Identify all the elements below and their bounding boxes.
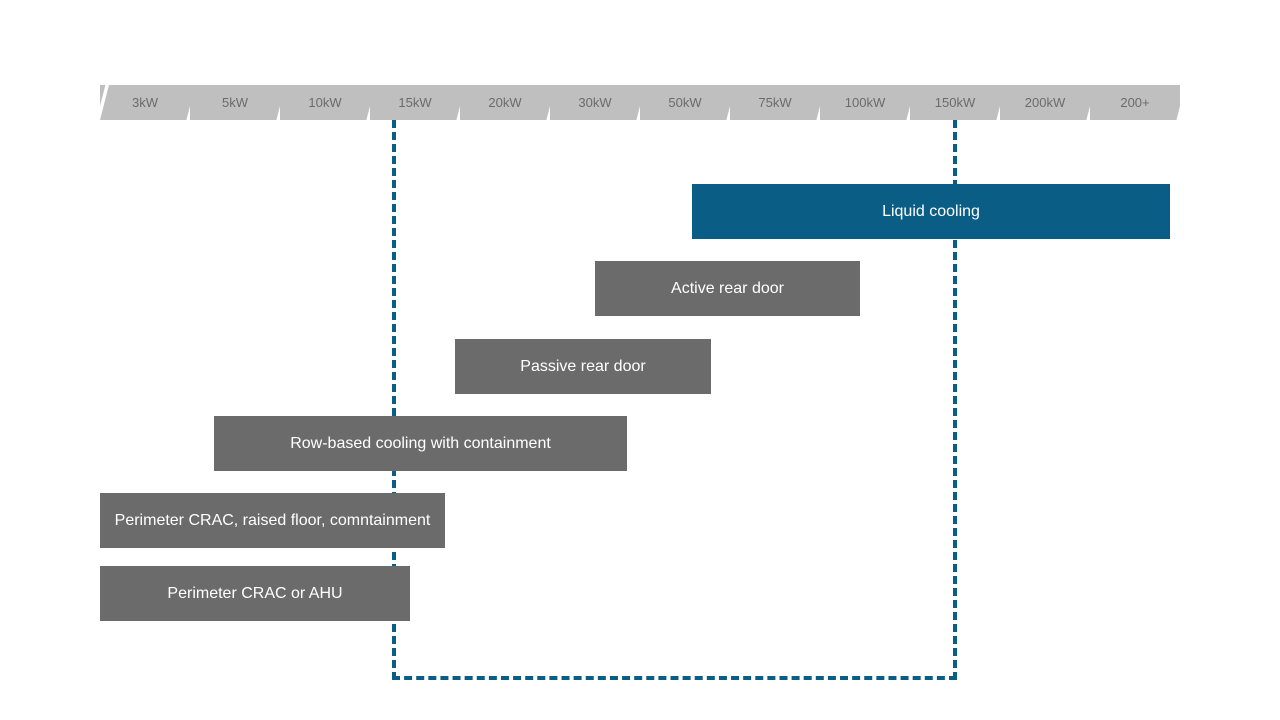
scale-segment: 10kW [280, 85, 370, 120]
capacity-bar: Active rear door [595, 261, 860, 316]
scale-segment: 30kW [550, 85, 640, 120]
scale-segment: 75kW [730, 85, 820, 120]
scale-label: 50kW [668, 95, 701, 110]
scale-segment: 5kW [190, 85, 280, 120]
capacity-bar-label: Perimeter CRAC, raised floor, comntainme… [115, 512, 431, 530]
scale-label: 150kW [935, 95, 975, 110]
scale-segment: 20kW [460, 85, 550, 120]
scale-label: 200+ [1120, 95, 1149, 110]
scale-segment: 100kW [820, 85, 910, 120]
power-scale-bar: 3kW 5kW 10kW 15kW 20kW 30kW 50kW 75kW 100kW 150kW… [100, 85, 1180, 120]
scale-segment: 200kW [1000, 85, 1090, 120]
scale-segment: 50kW [640, 85, 730, 120]
capacity-bar-label: Row-based cooling with containment [290, 435, 551, 453]
scale-label: 10kW [308, 95, 341, 110]
scale-label: 30kW [578, 95, 611, 110]
scale-label: 15kW [398, 95, 431, 110]
scale-segment: 150kW [910, 85, 1000, 120]
capacity-bar-label: Perimeter CRAC or AHU [167, 585, 342, 603]
capacity-bar: Liquid cooling [692, 184, 1170, 239]
capacity-bar: Perimeter CRAC or AHU [100, 566, 410, 621]
capacity-bar-label: Active rear door [671, 280, 784, 298]
scale-label: 20kW [488, 95, 521, 110]
scale-segment: 200+ [1090, 85, 1180, 120]
scale-segment: 3kW [100, 85, 190, 120]
scale-label: 5kW [222, 95, 248, 110]
cooling-capacity-diagram: 3kW 5kW 10kW 15kW 20kW 30kW 50kW 75kW 100kW 150kW… [100, 85, 1180, 655]
scale-label: 3kW [132, 95, 158, 110]
capacity-bar-label: Liquid cooling [882, 203, 980, 221]
capacity-bar: Passive rear door [455, 339, 711, 394]
capacity-bar: Row-based cooling with containment [214, 416, 627, 471]
capacity-bar: Perimeter CRAC, raised floor, comntainme… [100, 493, 445, 548]
capacity-bar-label: Passive rear door [520, 358, 645, 376]
scale-segment: 15kW [370, 85, 460, 120]
scale-label: 100kW [845, 95, 885, 110]
scale-label: 200kW [1025, 95, 1065, 110]
scale-label: 75kW [758, 95, 791, 110]
